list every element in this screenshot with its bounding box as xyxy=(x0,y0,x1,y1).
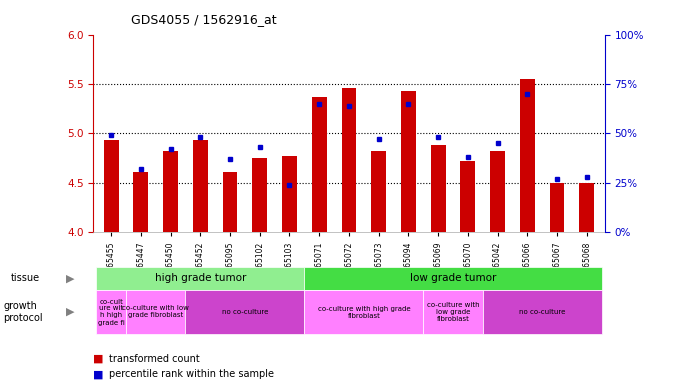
Bar xyxy=(371,151,386,232)
Bar xyxy=(520,79,535,232)
Bar xyxy=(96,267,304,290)
Bar xyxy=(133,172,149,232)
Text: co-culture with high grade
fibroblast: co-culture with high grade fibroblast xyxy=(317,306,410,318)
Text: percentile rank within the sample: percentile rank within the sample xyxy=(109,369,274,379)
Text: GDS4055 / 1562916_at: GDS4055 / 1562916_at xyxy=(131,13,277,26)
Bar xyxy=(185,290,304,334)
Bar xyxy=(223,172,238,232)
Bar xyxy=(490,151,505,232)
Text: ■: ■ xyxy=(93,354,104,364)
Text: low grade tumor: low grade tumor xyxy=(410,273,496,283)
Bar xyxy=(282,156,297,232)
Bar xyxy=(549,183,565,232)
Bar xyxy=(252,158,267,232)
Bar xyxy=(193,141,208,232)
Text: no co-culture: no co-culture xyxy=(222,309,268,315)
Text: high grade tumor: high grade tumor xyxy=(155,273,246,283)
Text: ■: ■ xyxy=(93,369,104,379)
Bar xyxy=(401,91,416,232)
Bar xyxy=(312,97,327,232)
Text: ▶: ▶ xyxy=(66,307,74,317)
Bar xyxy=(341,88,357,232)
Text: ▶: ▶ xyxy=(66,273,74,283)
Text: tissue: tissue xyxy=(10,273,39,283)
Text: co-cult
ure wit
h high
grade fi: co-cult ure wit h high grade fi xyxy=(97,298,124,326)
Bar xyxy=(126,290,185,334)
Bar xyxy=(96,290,126,334)
Bar xyxy=(460,161,475,232)
Text: no co-culture: no co-culture xyxy=(519,309,565,315)
Bar xyxy=(104,141,119,232)
Text: co-culture with low
grade fibroblast: co-culture with low grade fibroblast xyxy=(122,306,189,318)
Text: growth
protocol: growth protocol xyxy=(3,301,43,323)
Text: transformed count: transformed count xyxy=(109,354,200,364)
Text: co-culture with
low grade
fibroblast: co-culture with low grade fibroblast xyxy=(427,302,480,322)
Bar xyxy=(579,183,594,232)
Bar xyxy=(424,290,483,334)
Bar xyxy=(430,145,446,232)
Bar xyxy=(304,290,424,334)
Bar xyxy=(483,290,602,334)
Bar xyxy=(304,267,602,290)
Bar xyxy=(163,151,178,232)
